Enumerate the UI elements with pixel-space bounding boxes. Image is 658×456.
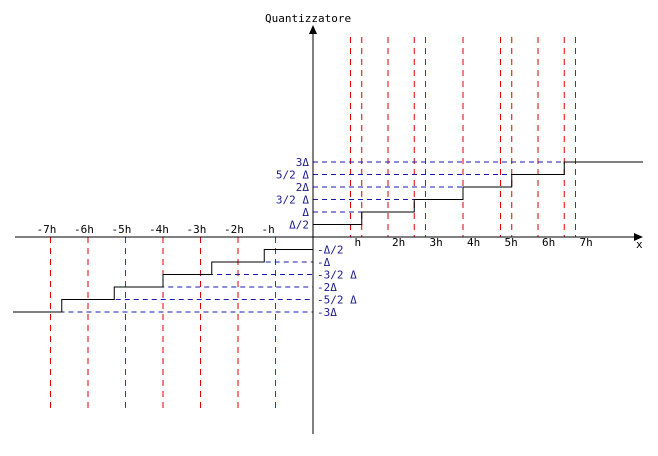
x-tick-label-neg-7: -7h — [37, 223, 57, 236]
x-tick-label-neg-1: -h — [262, 223, 275, 236]
x-tick-label-neg-5: -5h — [112, 223, 132, 236]
x-tick-label-pos-5: 5h — [505, 236, 518, 249]
y-level-label-neg-2: -Δ — [317, 256, 331, 269]
y-level-label-neg-1: -Δ/2 — [317, 244, 344, 257]
x-axis-arrow-icon — [634, 233, 643, 241]
x-tick-label-neg-2: -2h — [224, 223, 244, 236]
x-tick-label-pos-7: 7h — [580, 236, 593, 249]
y-level-label-neg-5: -5/2 Δ — [317, 294, 357, 307]
y-level-label-pos-2: Δ — [302, 206, 309, 219]
staircase-negative — [13, 249, 313, 313]
y-level-label-neg-3: -3/2 Δ — [317, 269, 357, 282]
y-level-label-pos-5: 5/2 Δ — [276, 169, 309, 182]
x-axis-label: x — [636, 238, 643, 251]
x-tick-label-pos-2: 2h — [392, 236, 405, 249]
labels: Quantizzatore x h 2h 3h 4h 5h 6h 7h -h -2h -3h -4h… — [37, 12, 644, 319]
x-tick-label-neg-4: -4h — [149, 223, 169, 236]
x-tick-label-pos-3: 3h — [430, 236, 443, 249]
y-level-label-pos-1: Δ/2 — [289, 219, 309, 232]
vertical-grid-lines — [50, 37, 576, 410]
y-level-label-neg-4: -2Δ — [317, 281, 337, 294]
x-tick-label-pos-4: 4h — [467, 236, 480, 249]
x-tick-label-neg-3: -3h — [187, 223, 207, 236]
x-tick-label-neg-6: -6h — [74, 223, 94, 236]
axes — [15, 25, 643, 434]
y-level-label-pos-6: 3Δ — [296, 156, 310, 169]
staircase-positive — [313, 161, 643, 225]
y-level-label-pos-4: 2Δ — [296, 181, 310, 194]
y-level-label-pos-3: 3/2 Δ — [276, 194, 309, 207]
x-tick-label-pos-1: h — [355, 236, 362, 249]
staircase — [13, 161, 643, 313]
diagram-title: Quantizzatore — [265, 12, 351, 25]
x-tick-label-pos-6: 6h — [542, 236, 555, 249]
y-level-label-neg-6: -3Δ — [317, 306, 337, 319]
y-axis-arrow-icon — [309, 25, 317, 34]
